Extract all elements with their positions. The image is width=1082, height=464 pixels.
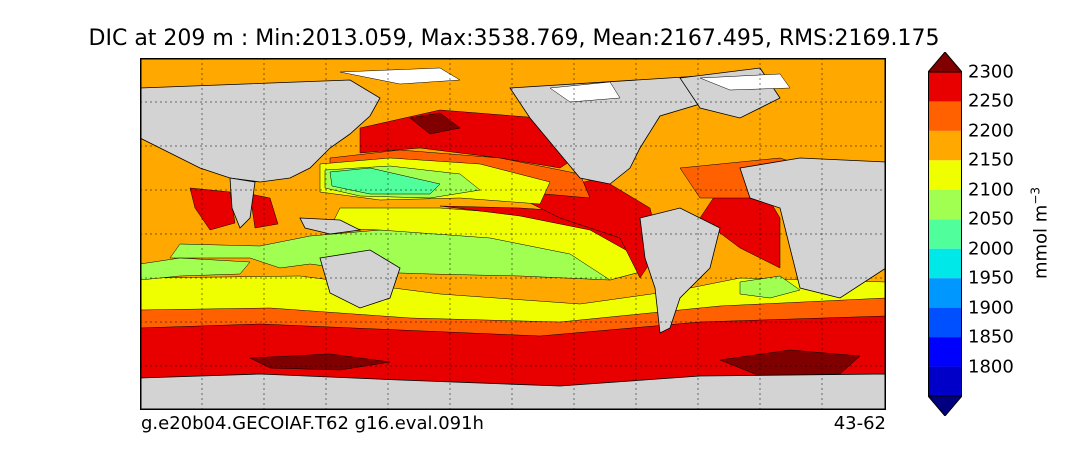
map-frame	[140, 58, 886, 410]
colorbar-tick-label: 1800	[968, 356, 1014, 378]
colorbar-extend-max	[928, 52, 962, 73]
colorbar-bin	[928, 366, 962, 396]
arctic-ice-1	[339, 67, 461, 85]
colorbar-tick-label: 2100	[968, 179, 1014, 201]
colorbar-bin	[928, 278, 962, 308]
colorbar-tick-label: 2150	[968, 149, 1014, 171]
land-south-america	[639, 207, 721, 334]
land-indonesia	[299, 217, 362, 235]
colorbar-bin	[928, 101, 962, 131]
colorbar-bin	[928, 72, 962, 102]
colorbar-tick-label: 2050	[968, 208, 1014, 230]
arabian-sea-red	[189, 187, 236, 231]
colorbar-tick-label: 2200	[968, 120, 1014, 142]
arctic-ice-3	[549, 81, 621, 103]
colorbar-tick-label: 2300	[968, 61, 1014, 83]
colorbar-bin	[928, 248, 962, 279]
north-pacific-minimum	[329, 167, 441, 195]
land-africa-west	[739, 157, 886, 299]
year-range-caption: 43-62	[833, 413, 886, 434]
colorbar-unit-exponent: −3	[1028, 186, 1043, 205]
colorbar-tick-label: 2250	[968, 90, 1014, 112]
colorbar-bin	[928, 130, 962, 161]
colorbar-tick-label: 1900	[968, 297, 1014, 319]
southern-max-atlantic	[719, 349, 861, 377]
north-pacific-max	[409, 112, 461, 135]
bay-of-bengal-red	[249, 193, 279, 229]
colorbar-tick-label: 1950	[968, 267, 1014, 289]
land-india	[229, 177, 256, 229]
run-id-caption: g.e20b04.GECOIAF.T62 g16.eval.091h	[141, 413, 484, 434]
colorbar-bin	[928, 189, 962, 220]
plot-title: DIC at 209 m : Min:2013.059, Max:3538.76…	[88, 26, 940, 51]
colorbar-tick-label: 2000	[968, 238, 1014, 260]
indian-ocean-green	[140, 257, 251, 281]
colorbar-unit-label: mmol m−3	[1029, 187, 1052, 279]
graticule	[140, 58, 886, 410]
colorbar-bin	[928, 337, 962, 367]
colorbar-bin	[928, 160, 962, 190]
colorbar-frame	[928, 71, 962, 397]
colorbar-tick-label: 1850	[968, 326, 1014, 348]
colorbar	[928, 52, 962, 416]
colorbar-bin	[928, 219, 962, 249]
colorbar-unit-base: mmol m	[1030, 204, 1052, 280]
land-eurasia-east	[140, 79, 381, 183]
north-pacific-red	[359, 109, 591, 169]
colorbar-bin	[928, 307, 962, 338]
arctic-ice-2	[699, 73, 791, 91]
south-atlantic-green	[739, 275, 801, 299]
ocean-dic-map	[140, 58, 886, 410]
subtropical-south-yellow	[140, 275, 886, 323]
land-australia	[319, 249, 401, 309]
colorbar-extend-min	[928, 395, 962, 416]
land-antarctica	[140, 373, 886, 410]
